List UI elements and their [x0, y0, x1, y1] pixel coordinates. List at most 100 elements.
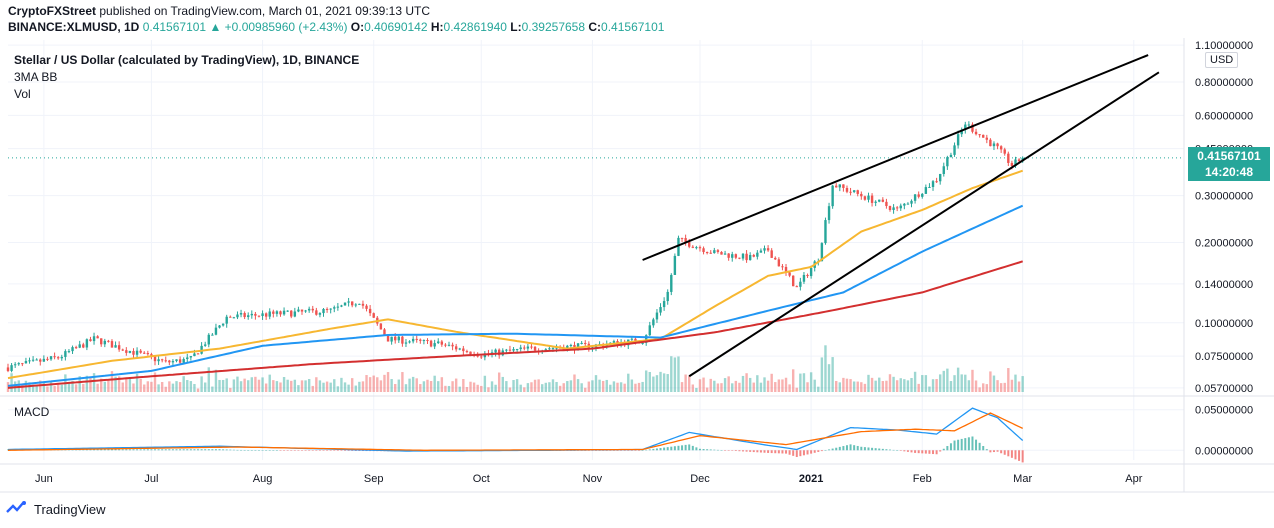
volume-bar	[731, 383, 734, 392]
macd-histogram-bar	[928, 450, 931, 454]
volume-bar	[272, 380, 275, 392]
macd-histogram-bar	[286, 450, 289, 451]
candle-body	[311, 308, 314, 311]
volume-bar	[218, 379, 221, 392]
candle-body	[756, 252, 759, 257]
candle-body	[354, 304, 357, 306]
macd-histogram-bar	[713, 449, 716, 451]
candle-body	[304, 310, 307, 312]
publisher-name[interactable]: CryptoFXStreet	[8, 4, 97, 18]
volume-bar	[1003, 382, 1006, 392]
candle-body	[938, 173, 942, 182]
macd-histogram-bar	[835, 447, 838, 451]
volume-bar	[96, 383, 99, 392]
volume-bar	[103, 381, 107, 392]
volume-bar	[311, 385, 314, 392]
volume-bar	[322, 382, 325, 392]
candle-body	[135, 350, 139, 355]
volume-bar	[584, 387, 587, 392]
macd-histogram-bar	[290, 450, 293, 451]
macd-histogram-bar	[1003, 450, 1006, 455]
time-tick-label: Jun	[35, 473, 53, 485]
candle-body	[60, 356, 63, 359]
volume-bar	[537, 379, 540, 392]
volume-bar	[788, 384, 791, 392]
currency-label[interactable]: USD	[1205, 52, 1239, 68]
volume-bar	[268, 374, 271, 392]
volume-bar	[476, 384, 479, 392]
volume-bar	[437, 381, 440, 392]
macd-histogram-bar	[89, 449, 92, 451]
high-value: 0.42861940	[443, 20, 507, 34]
volume-bar	[512, 380, 515, 392]
candle-body	[46, 358, 49, 360]
volume-bar	[587, 381, 591, 392]
macd-histogram-bar	[856, 445, 859, 451]
volume-bar	[623, 383, 626, 392]
macd-histogram-bar	[214, 449, 217, 451]
volume-bar	[379, 380, 383, 392]
candle-body	[401, 336, 404, 344]
volume-bar	[408, 378, 411, 392]
candle-body	[21, 363, 24, 365]
macd-legend[interactable]: MACD	[14, 405, 50, 419]
volume-bar	[186, 379, 189, 392]
published-text: published on TradingView.com, March 01, …	[99, 4, 431, 18]
volume-bar	[178, 382, 182, 392]
candle-body	[17, 363, 20, 365]
macd-histogram-bar	[272, 450, 275, 451]
candle-body	[56, 357, 60, 359]
volume-bar	[820, 357, 824, 392]
volume-bar	[738, 382, 741, 392]
tradingview-logo-icon	[6, 501, 26, 513]
volume-bar	[501, 376, 504, 392]
macd-histogram-bar	[738, 450, 741, 452]
volume-bar	[938, 374, 942, 392]
volume-bar	[903, 379, 906, 392]
volume-bar	[175, 381, 178, 392]
indicator-legend[interactable]: 3MA BB	[14, 70, 58, 84]
candle-body	[644, 335, 648, 343]
macd-histogram-bar	[896, 450, 899, 451]
macd-histogram-bar	[946, 446, 949, 451]
macd-histogram-bar	[630, 450, 633, 451]
candle-body	[74, 347, 78, 349]
macd-histogram-bar	[283, 450, 286, 451]
macd-histogram-bar	[749, 450, 752, 452]
macd-histogram-bar	[161, 449, 164, 451]
candle-body	[666, 291, 669, 302]
macd-histogram-bar	[118, 449, 121, 451]
volume-bar	[451, 381, 454, 392]
footer-brand[interactable]: TradingView	[6, 500, 106, 518]
open-value: 0.40690142	[364, 20, 428, 34]
candle-body	[268, 311, 271, 317]
macd-histogram-bar	[842, 446, 845, 451]
candle-body	[451, 344, 454, 347]
macd-histogram-bar	[225, 449, 228, 451]
macd-histogram-bar	[745, 450, 748, 452]
volume-legend[interactable]: Vol	[14, 87, 31, 101]
volume-bar	[566, 381, 569, 392]
volume-bar	[605, 379, 608, 392]
price-tick-label: 0.14000000	[1195, 279, 1253, 291]
last-price-tag: 0.41567101 14:20:48	[1188, 147, 1270, 181]
macd-histogram-bar	[250, 450, 253, 451]
candle-body	[917, 194, 920, 197]
volume-bar	[426, 379, 429, 392]
candle-body	[408, 341, 411, 343]
macd-histogram-bar	[691, 445, 694, 451]
candle-body	[42, 358, 46, 362]
volume-bar	[523, 387, 526, 392]
macd-histogram-bar	[967, 437, 970, 451]
candle-body	[415, 338, 418, 340]
low-label: L:	[510, 20, 522, 34]
macd-histogram-bar	[666, 447, 669, 451]
macd-histogram-bar	[110, 449, 113, 451]
tag-price: 0.41567101	[1197, 149, 1261, 163]
macd-histogram-bar	[329, 450, 332, 451]
macd-histogram-bar	[767, 450, 770, 453]
volume-bar	[401, 372, 404, 392]
macd-histogram-bar	[645, 449, 648, 451]
macd-histogram-bar	[627, 450, 630, 451]
